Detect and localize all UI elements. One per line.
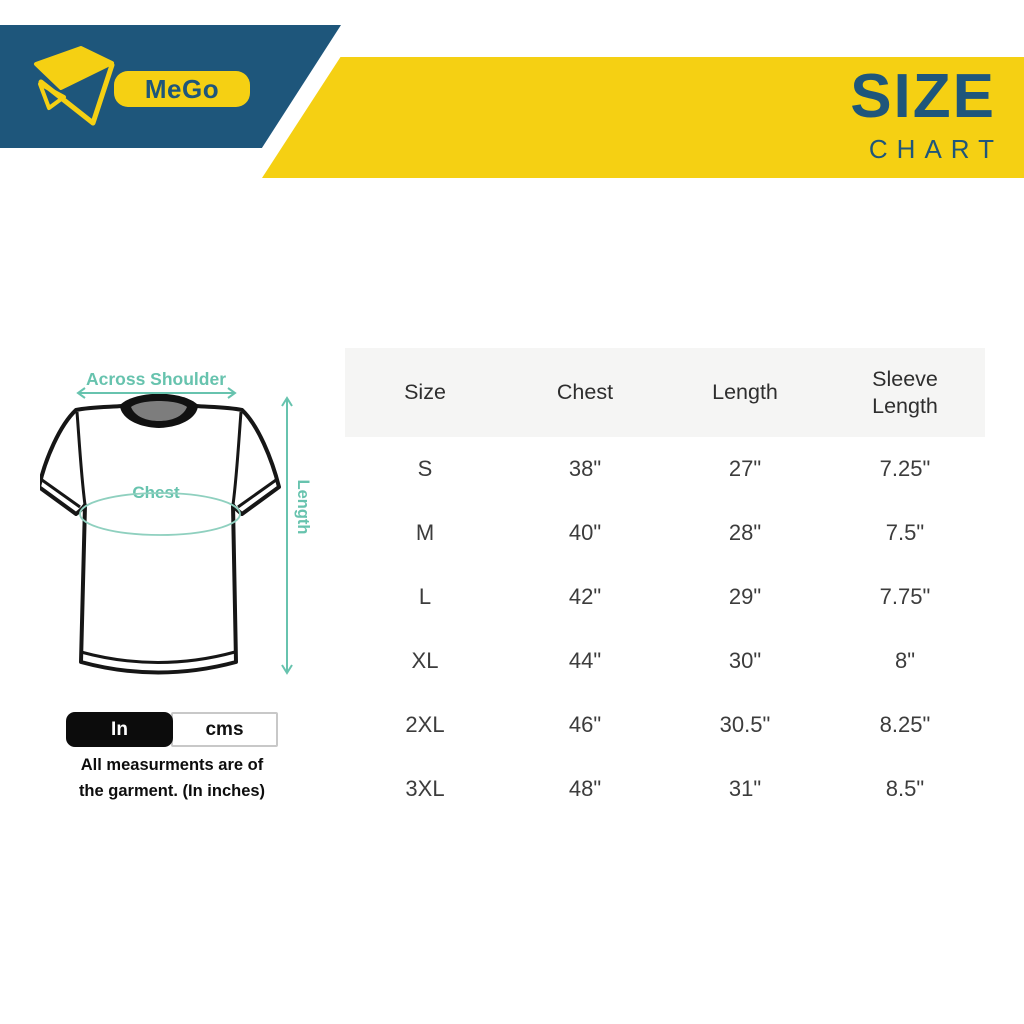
table-cell: 8.25": [879, 712, 931, 737]
table-cell: 29": [728, 584, 762, 609]
table-cell: 30": [728, 648, 762, 673]
right-armhole-seam: [231, 411, 243, 506]
brand-name: MeGo: [144, 73, 220, 104]
table-header-cell: Chest: [556, 380, 614, 405]
size-table-body: S 38" 27" 7.25" M 40" 28" 7.5" L 42" 29" 7.75" XL 44"…: [345, 437, 985, 821]
collar-inner: [131, 401, 187, 421]
across-shoulder-arrow: [76, 387, 237, 399]
chest-ellipse: [79, 492, 241, 536]
table-row: L 42" 29" 7.75": [345, 565, 985, 629]
unit-option-in[interactable]: In: [66, 712, 173, 747]
size-table: Size Chest Length Sleeve Length S 38" 27" 7.25…: [345, 348, 985, 821]
table-cell: 48": [568, 776, 602, 801]
table-cell: L: [418, 584, 432, 609]
title-chart: CHART: [868, 134, 1003, 164]
length-label: Length: [294, 480, 312, 535]
measurement-note-line1: All measurments are of: [80, 756, 264, 774]
table-cell: 46": [568, 712, 602, 737]
left-armhole-seam: [75, 411, 87, 506]
unit-option-cms-label: cms: [205, 718, 244, 740]
table-cell: 8.5": [885, 776, 925, 801]
table-cell: 30.5": [719, 712, 771, 737]
unit-toggle[interactable]: cms In: [66, 712, 278, 747]
table-cell: 2XL: [405, 712, 445, 737]
table-cell: 31": [728, 776, 762, 801]
unit-option-in-label: In: [111, 718, 128, 740]
table-cell: 38": [568, 456, 602, 481]
table-row: 2XL 46" 30.5" 8.25": [345, 693, 985, 757]
table-cell: 40": [568, 520, 602, 545]
hem-line: [80, 650, 236, 664]
table-cell: 7.5": [885, 520, 925, 545]
page-title: SIZE CHART: [760, 66, 994, 165]
brand-logo: MeGo: [28, 44, 258, 140]
table-header-cell: Length: [712, 380, 778, 405]
tshirt-measurement-diagram: Across Shoulder Chest Length: [40, 369, 312, 675]
unit-option-cms[interactable]: cms: [171, 712, 278, 747]
table-cell: M: [415, 520, 435, 545]
brand-name-pill: MeGo: [114, 71, 250, 107]
table-row: XL 44" 30" 8": [345, 629, 985, 693]
table-header-cell: Size: [404, 380, 446, 405]
envelope-icon: [34, 46, 115, 126]
table-cell: S: [417, 456, 433, 481]
header-yellow-banner: [262, 57, 1024, 178]
table-row: 3XL 48" 31" 8.5": [345, 757, 985, 821]
table-cell: 7.25": [879, 456, 931, 481]
table-cell: 27": [728, 456, 762, 481]
measurement-note: All measurments are of the garment. (In …: [36, 752, 308, 805]
table-cell: 44": [568, 648, 602, 673]
table-header-cell: Sleeve Length: [872, 366, 938, 418]
table-cell: 3XL: [405, 776, 445, 801]
length-arrow: [281, 396, 293, 675]
table-row: M 40" 28" 7.5": [345, 501, 985, 565]
table-row: S 38" 27" 7.25": [345, 437, 985, 501]
table-cell: XL: [411, 648, 439, 673]
table-cell: 8": [894, 648, 916, 673]
right-cuff-line: [237, 478, 277, 509]
tshirt-outline: [40, 404, 281, 675]
left-cuff-line: [41, 478, 81, 509]
across-shoulder-label: Across Shoulder: [86, 369, 226, 389]
title-size: SIZE: [850, 62, 996, 131]
table-cell: 42": [568, 584, 602, 609]
measurement-note-line2: the garment. (In inches): [78, 782, 266, 801]
table-cell: 7.75": [879, 584, 931, 609]
size-table-header: Size Chest Length Sleeve Length: [345, 348, 985, 437]
table-cell: 28": [728, 520, 762, 545]
